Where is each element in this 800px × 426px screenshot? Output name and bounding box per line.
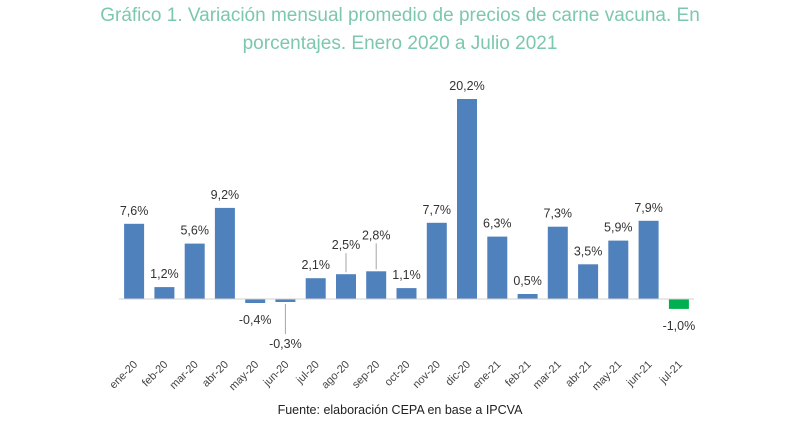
data-label-may-21: 5,9% — [604, 221, 633, 235]
data-label-jun-21: 7,9% — [634, 201, 663, 215]
bar-mar-21 — [547, 226, 568, 299]
bar-jun-21 — [638, 220, 659, 299]
bar-may-21 — [608, 240, 629, 299]
bars-group — [124, 99, 689, 309]
tick-label-nov-20: nov-20 — [411, 359, 443, 391]
bar-jul-21 — [668, 299, 689, 309]
tick-label-mar-21: mar-21 — [531, 359, 564, 392]
data-label-abr-21: 3,5% — [574, 244, 603, 258]
chart-title-line-2: porcentajes. Enero 2020 a Julio 2021 — [242, 33, 558, 54]
bar-feb-20 — [154, 287, 175, 299]
bar-ene-21 — [487, 236, 508, 299]
bar-feb-21 — [517, 294, 538, 299]
bar-nov-20 — [426, 222, 447, 299]
bar-abr-20 — [214, 207, 235, 299]
tick-label-oct-20: oct-20 — [383, 359, 413, 389]
data-label-feb-21: 0,5% — [513, 274, 542, 288]
tick-label-ene-21: ene-21 — [471, 359, 504, 392]
data-label-feb-20: 1,2% — [150, 267, 179, 281]
chart-title-line-1: Gráfico 1. Variación mensual promedio de… — [100, 5, 700, 26]
chart-title: Gráfico 1. Variación mensual promedio de… — [0, 2, 800, 58]
data-label-jul-20: 2,1% — [301, 258, 330, 272]
bar-dic-20 — [457, 99, 477, 299]
bar-oct-20 — [396, 288, 417, 299]
source-note: Fuente: elaboración CEPA en base a IPCVA — [277, 403, 523, 417]
data-label-sep-20: 2,8% — [362, 228, 391, 242]
bar-jul-20 — [305, 278, 326, 299]
data-label-ago-20: 2,5% — [332, 238, 361, 252]
bar-may-20 — [245, 299, 266, 303]
data-label-mar-21: 7,3% — [544, 207, 573, 221]
data-label-nov-20: 7,7% — [423, 203, 452, 217]
data-label-jul-21: -1,0% — [663, 319, 696, 333]
tick-label-feb-21: feb-21 — [503, 359, 534, 390]
bar-sep-20 — [366, 271, 387, 299]
tick-label-jun-20: jun-20 — [261, 359, 292, 390]
leader-lines-group — [284, 243, 377, 334]
bar-abr-21 — [578, 264, 599, 299]
data-label-ene-20: 7,6% — [120, 204, 149, 218]
bar-ene-20 — [124, 223, 145, 299]
tick-label-dic-20: dic-20 — [443, 359, 473, 389]
data-label-may-20: -0,4% — [239, 313, 272, 327]
data-label-oct-20: 1,1% — [392, 268, 421, 282]
data-label-ene-21: 6,3% — [483, 217, 512, 231]
tick-label-ene-20: ene-20 — [108, 359, 141, 392]
tick-label-mar-20: mar-20 — [168, 359, 201, 392]
data-labels-group: 7,6% 1,2% 5,6% 9,2% -0,4% -0,3% 2,1%2,5%2,8% 1,… — [120, 79, 695, 351]
tick-label-may-21: may-21 — [590, 359, 624, 393]
data-label-jun-20: -0,3% — [269, 337, 302, 351]
tick-label-feb-20: feb-20 — [140, 359, 171, 390]
bar-mar-20 — [184, 243, 205, 299]
tick-label-jul-20: jul-20 — [294, 359, 322, 387]
bar-ago-20 — [336, 274, 356, 299]
tick-label-jun-21: jun-21 — [624, 359, 655, 390]
data-label-mar-20: 5,6% — [180, 224, 209, 238]
bar-jun-20 — [275, 299, 296, 302]
tick-label-may-20: may-20 — [227, 359, 261, 393]
data-label-abr-20: 9,2% — [211, 188, 240, 202]
tick-label-jul-21: jul-21 — [657, 359, 685, 387]
tick-label-sep-20: sep-20 — [350, 359, 382, 391]
data-label-dic-20: 20,2% — [449, 79, 484, 93]
tick-label-ago-20: ago-20 — [319, 359, 352, 392]
